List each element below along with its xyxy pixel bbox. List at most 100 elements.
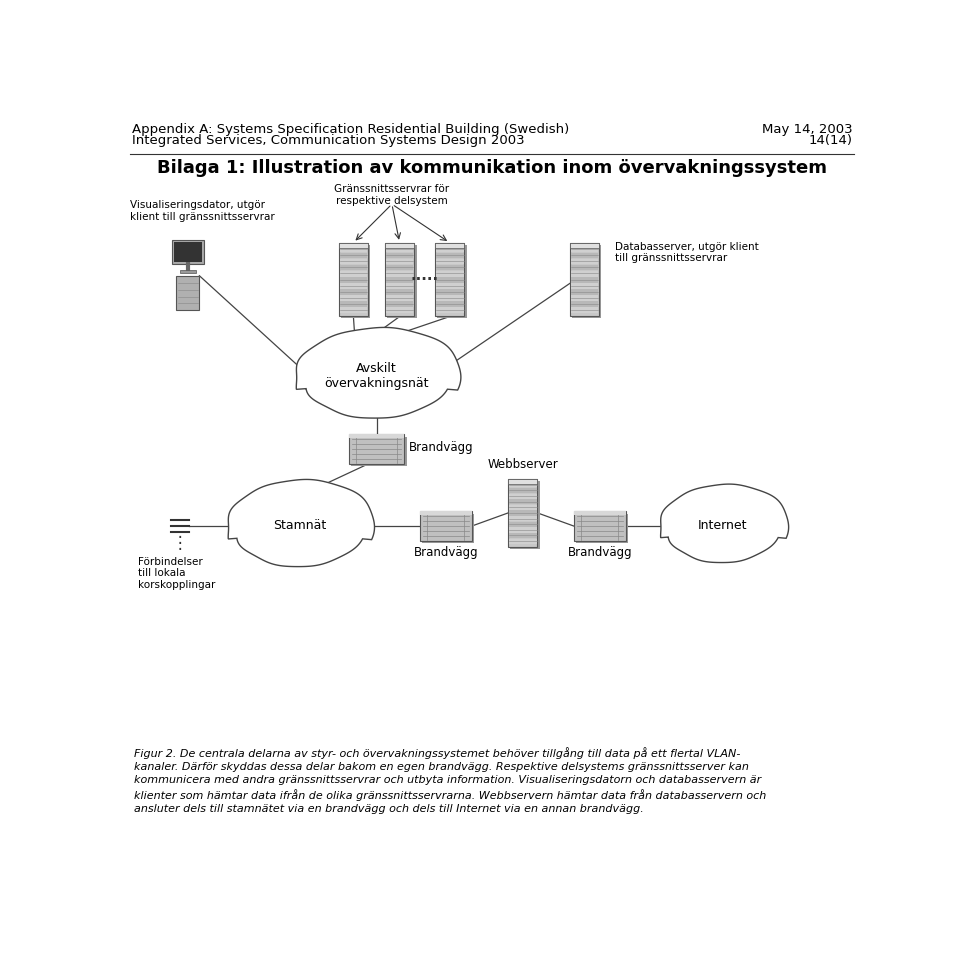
- FancyBboxPatch shape: [172, 239, 204, 264]
- FancyBboxPatch shape: [340, 289, 368, 295]
- FancyBboxPatch shape: [570, 253, 598, 259]
- Text: Bilaga 1: Illustration av kommunikation inom övervakningssystem: Bilaga 1: Illustration av kommunikation …: [157, 159, 827, 177]
- FancyBboxPatch shape: [340, 277, 368, 283]
- FancyBboxPatch shape: [340, 302, 368, 307]
- FancyBboxPatch shape: [436, 270, 464, 276]
- FancyBboxPatch shape: [570, 243, 599, 248]
- Text: Brandvägg: Brandvägg: [414, 546, 478, 559]
- FancyBboxPatch shape: [340, 270, 368, 276]
- FancyBboxPatch shape: [436, 289, 464, 295]
- FancyBboxPatch shape: [570, 289, 598, 295]
- Text: Brandvägg: Brandvägg: [567, 546, 632, 559]
- Text: Förbindelser
till lokala
korskopplingar: Förbindelser till lokala korskopplingar: [138, 556, 215, 590]
- FancyBboxPatch shape: [509, 510, 537, 515]
- FancyBboxPatch shape: [385, 243, 414, 316]
- FancyBboxPatch shape: [570, 295, 598, 301]
- FancyBboxPatch shape: [340, 259, 368, 264]
- FancyBboxPatch shape: [386, 264, 414, 270]
- Text: .....: .....: [411, 268, 439, 283]
- FancyBboxPatch shape: [436, 283, 464, 289]
- FancyBboxPatch shape: [574, 511, 626, 541]
- FancyBboxPatch shape: [177, 276, 200, 310]
- FancyBboxPatch shape: [435, 243, 465, 316]
- FancyBboxPatch shape: [386, 253, 414, 259]
- FancyBboxPatch shape: [436, 302, 464, 307]
- FancyBboxPatch shape: [386, 302, 414, 307]
- FancyBboxPatch shape: [341, 245, 371, 318]
- FancyBboxPatch shape: [570, 307, 598, 313]
- FancyBboxPatch shape: [180, 269, 196, 272]
- Text: Internet: Internet: [698, 519, 748, 533]
- FancyBboxPatch shape: [386, 270, 414, 276]
- Text: Avskilt
övervakningsnät: Avskilt övervakningsnät: [324, 362, 429, 389]
- Text: May 14, 2003: May 14, 2003: [761, 123, 852, 136]
- Text: 14(14): 14(14): [808, 134, 852, 146]
- FancyBboxPatch shape: [509, 527, 537, 533]
- FancyBboxPatch shape: [509, 482, 537, 487]
- FancyBboxPatch shape: [509, 533, 537, 539]
- FancyBboxPatch shape: [436, 277, 464, 283]
- FancyBboxPatch shape: [339, 243, 368, 248]
- FancyBboxPatch shape: [386, 259, 414, 264]
- FancyBboxPatch shape: [508, 479, 538, 547]
- FancyBboxPatch shape: [570, 243, 599, 316]
- Text: Databasserver, utgör klient
till gränssnittsservrar: Databasserver, utgör klient till gränssn…: [615, 242, 759, 264]
- FancyBboxPatch shape: [386, 307, 414, 313]
- Text: Integrated Services, Communication Systems Design 2003: Integrated Services, Communication Syste…: [132, 134, 524, 146]
- Text: Visualiseringsdator, utgör
klient till gränssnittsservrar: Visualiseringsdator, utgör klient till g…: [131, 200, 275, 222]
- PathPatch shape: [297, 327, 461, 418]
- FancyBboxPatch shape: [351, 436, 406, 466]
- FancyBboxPatch shape: [340, 295, 368, 301]
- FancyBboxPatch shape: [386, 283, 414, 289]
- FancyBboxPatch shape: [438, 245, 467, 318]
- FancyBboxPatch shape: [436, 307, 464, 313]
- FancyBboxPatch shape: [386, 277, 414, 283]
- FancyBboxPatch shape: [386, 247, 414, 252]
- FancyBboxPatch shape: [570, 283, 598, 289]
- FancyBboxPatch shape: [436, 295, 464, 301]
- FancyBboxPatch shape: [508, 479, 538, 484]
- FancyBboxPatch shape: [570, 277, 598, 283]
- FancyBboxPatch shape: [420, 511, 472, 541]
- Text: Appendix A: Systems Specification Residential Building (Swedish): Appendix A: Systems Specification Reside…: [132, 123, 569, 136]
- FancyBboxPatch shape: [436, 264, 464, 270]
- Text: Brandvägg: Brandvägg: [409, 441, 473, 454]
- FancyBboxPatch shape: [435, 243, 465, 248]
- FancyBboxPatch shape: [511, 481, 540, 549]
- FancyBboxPatch shape: [348, 434, 404, 438]
- FancyBboxPatch shape: [386, 289, 414, 295]
- FancyBboxPatch shape: [570, 264, 598, 270]
- FancyBboxPatch shape: [509, 488, 537, 493]
- FancyBboxPatch shape: [576, 513, 628, 543]
- FancyBboxPatch shape: [572, 245, 601, 318]
- FancyBboxPatch shape: [387, 245, 417, 318]
- PathPatch shape: [228, 479, 374, 567]
- Text: Gränssnittsservrar för
respektive delsystem: Gränssnittsservrar för respektive delsys…: [334, 184, 449, 206]
- FancyBboxPatch shape: [339, 243, 368, 316]
- Text: Figur 2. De centrala delarna av styr- och övervakningssystemet behöver tillgång : Figur 2. De centrala delarna av styr- oc…: [134, 747, 766, 814]
- FancyBboxPatch shape: [509, 539, 537, 544]
- FancyBboxPatch shape: [174, 242, 202, 262]
- FancyBboxPatch shape: [436, 247, 464, 252]
- Text: ⋮: ⋮: [172, 534, 188, 552]
- Text: Stamnät: Stamnät: [273, 519, 326, 533]
- FancyBboxPatch shape: [340, 247, 368, 252]
- FancyBboxPatch shape: [386, 295, 414, 301]
- FancyBboxPatch shape: [509, 494, 537, 499]
- FancyBboxPatch shape: [348, 434, 404, 464]
- PathPatch shape: [660, 484, 788, 562]
- FancyBboxPatch shape: [340, 253, 368, 259]
- FancyBboxPatch shape: [509, 522, 537, 527]
- FancyBboxPatch shape: [422, 513, 474, 543]
- FancyBboxPatch shape: [340, 264, 368, 270]
- FancyBboxPatch shape: [340, 283, 368, 289]
- FancyBboxPatch shape: [570, 259, 598, 264]
- FancyBboxPatch shape: [570, 270, 598, 276]
- FancyBboxPatch shape: [574, 511, 626, 515]
- FancyBboxPatch shape: [509, 505, 537, 510]
- FancyBboxPatch shape: [570, 247, 598, 252]
- FancyBboxPatch shape: [340, 307, 368, 313]
- FancyBboxPatch shape: [420, 511, 472, 515]
- FancyBboxPatch shape: [509, 516, 537, 521]
- FancyBboxPatch shape: [436, 259, 464, 264]
